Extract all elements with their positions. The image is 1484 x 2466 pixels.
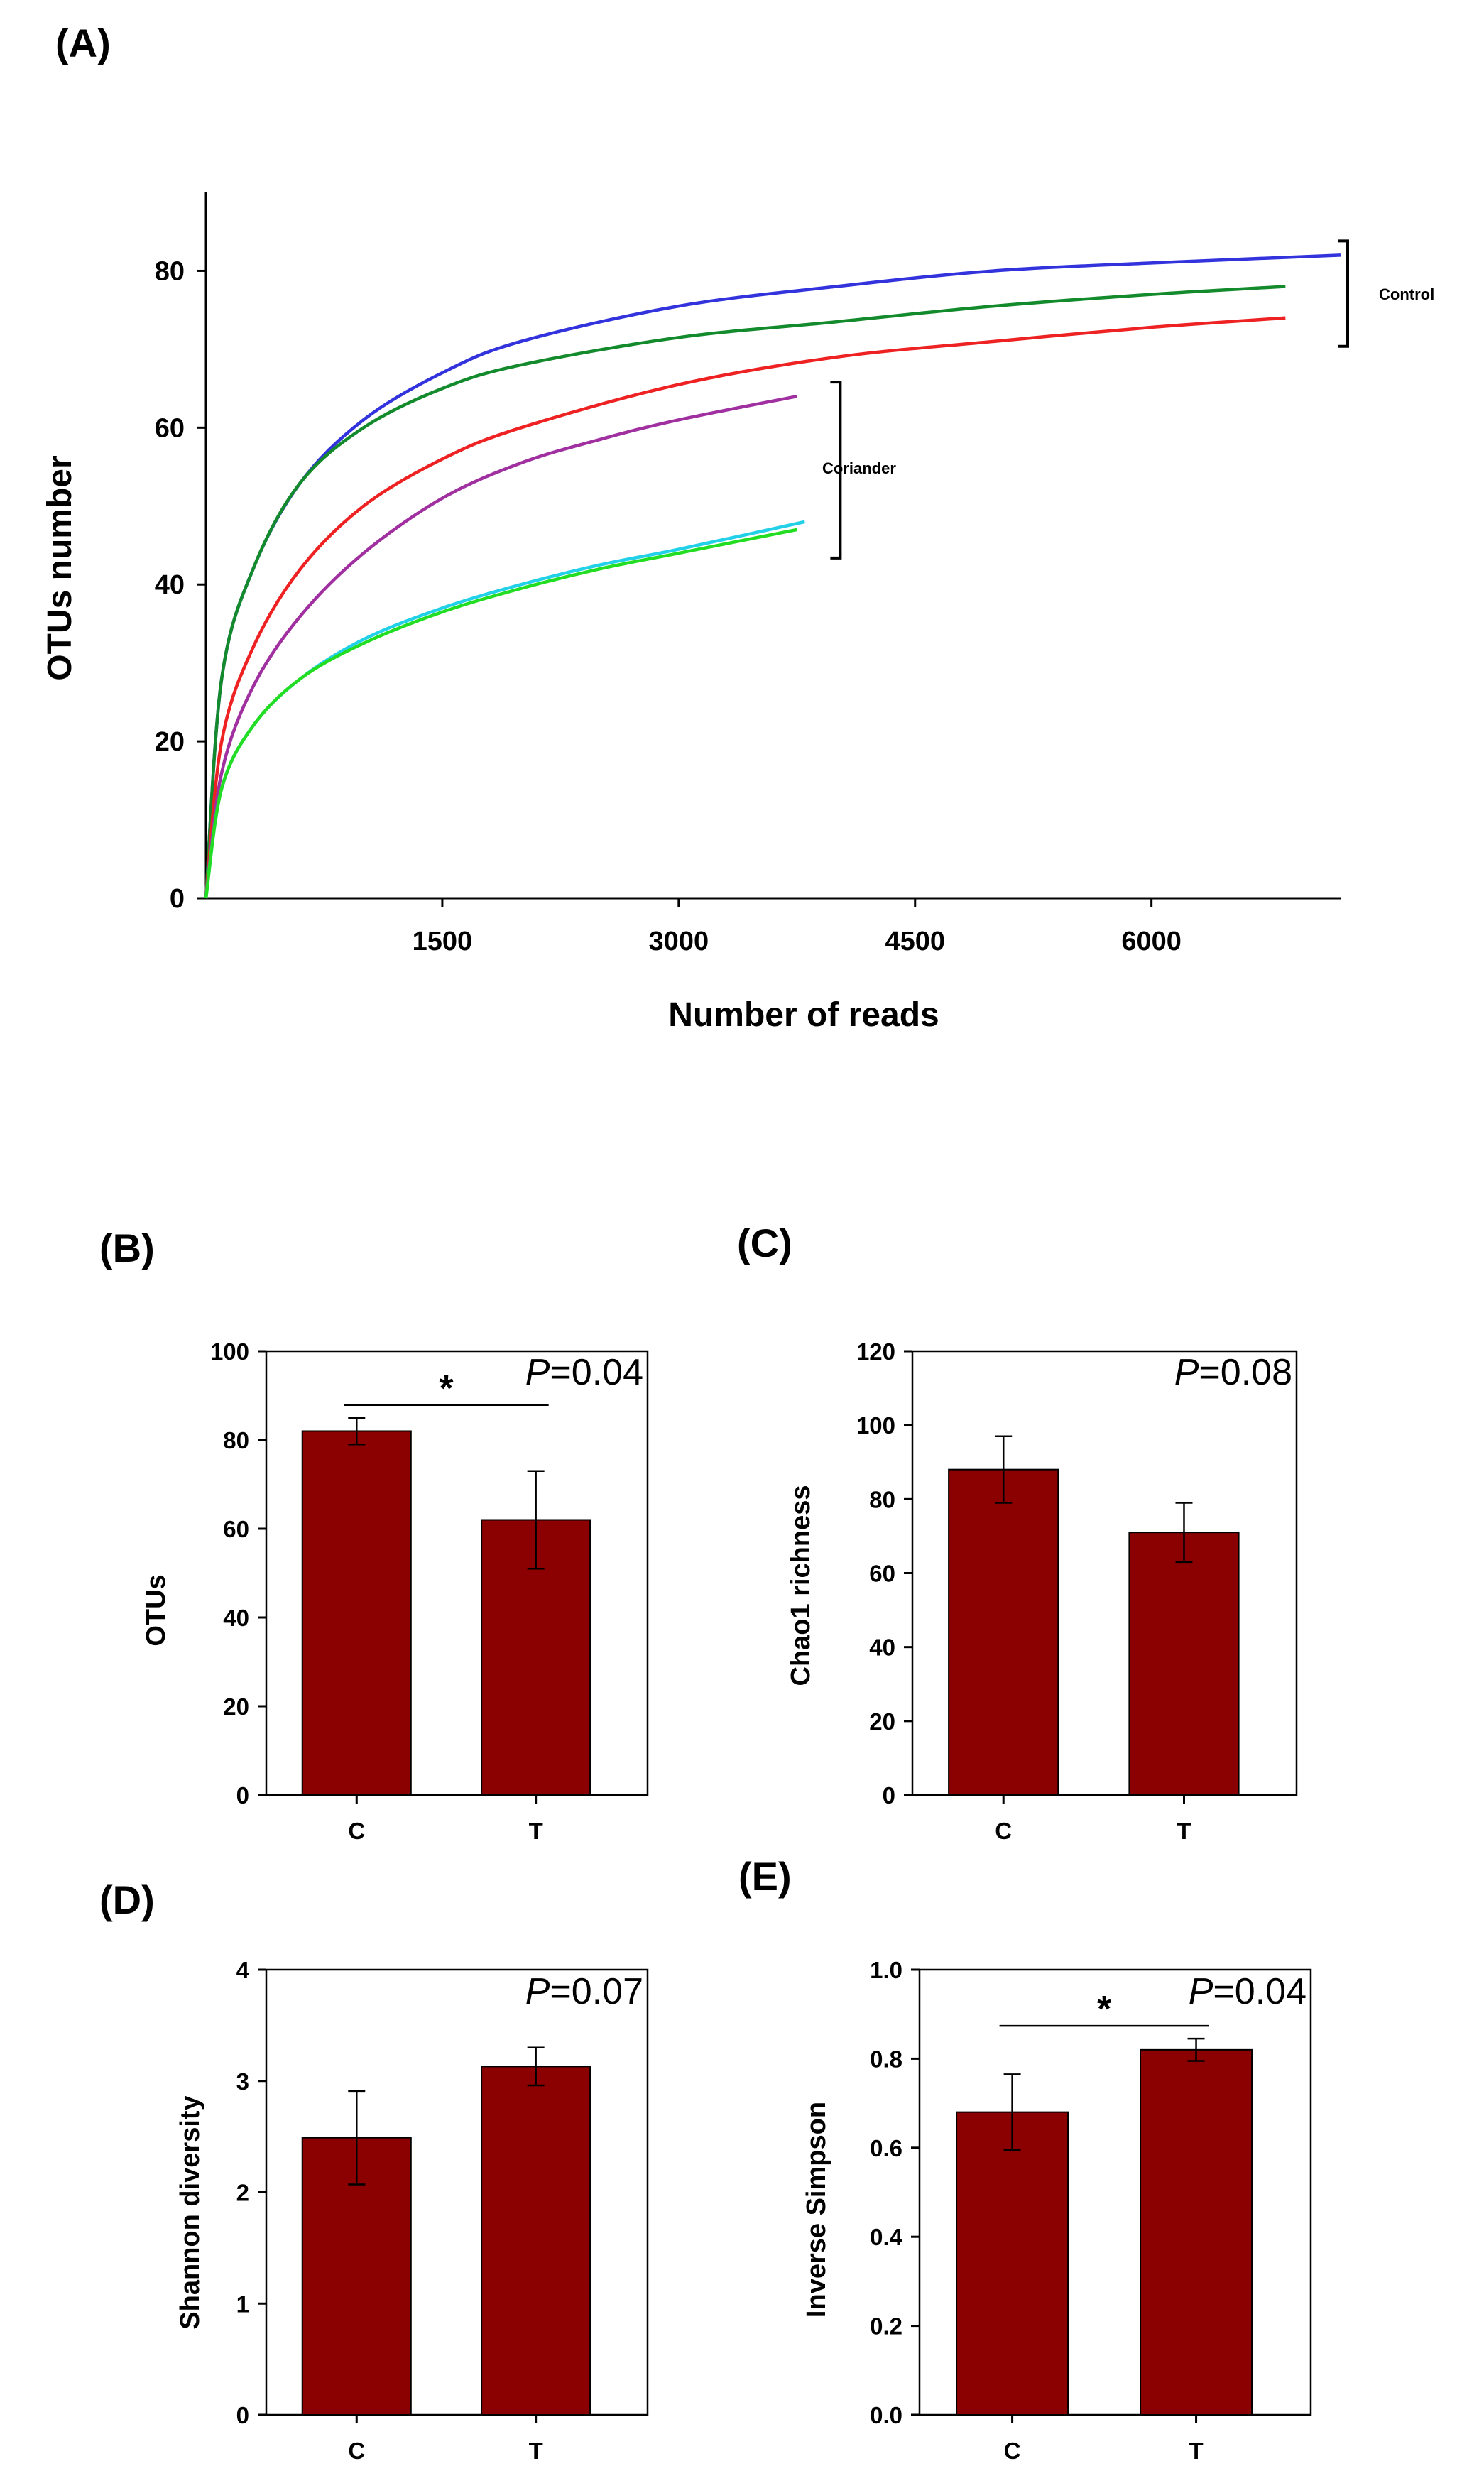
panel-b-y-tick-label: 100 (210, 1338, 249, 1365)
panel-a-x-tick-label: 3000 (649, 927, 709, 956)
panel-a-y-tick-label: 40 (155, 570, 185, 600)
panel-b-plot-frame (265, 1350, 649, 1796)
panel-c-chao1-chart: (C) Chao1 richness P=0.08 0 20 40 60 80 100 12… (737, 1221, 1298, 1844)
rarefaction-curve-5 (204, 520, 805, 899)
panel-b-p-value: P=0.04 (525, 1352, 643, 1393)
panel-c-x-tick-label: T (1177, 1818, 1191, 1844)
panel-b-y-axis-title: OTUs (141, 1574, 171, 1646)
rarefaction-curve-1 (204, 253, 1341, 899)
panel-a-x-tick-label: 4500 (885, 927, 945, 956)
panel-d-shannon-chart: (D) Shannon diversity P=0.07 0 1 2 3 4 C T (99, 1877, 649, 2464)
panel-b-label: (B) (99, 1226, 155, 1270)
panel-c-y-tick-label: 60 (869, 1561, 895, 1587)
panel-a-y-tick-label: 20 (155, 727, 185, 757)
panel-e-plot-frame (918, 1968, 1312, 2416)
panel-c-y-tick-label: 80 (869, 1486, 895, 1512)
panel-b-y-tick-label: 60 (223, 1516, 249, 1542)
bracket-label-control: Control (1379, 285, 1434, 303)
panel-d-x-tick-label: T (529, 2438, 543, 2464)
panel-e-y-tick-label: 0.0 (870, 2402, 902, 2428)
panel-d-label: (D) (99, 1877, 155, 1922)
panel-c-label: (C) (737, 1221, 792, 1265)
panel-e-bar-c (956, 2111, 1069, 2416)
panel-d-y-axis-title: Shannon diversity (175, 2095, 205, 2329)
panel-e-y-tick-label: 0.8 (870, 2046, 902, 2072)
panel-e-y-tick-label: 0.4 (870, 2224, 903, 2250)
panel-c-bar-t (1128, 1532, 1240, 1796)
panel-d-y-tick-label: 4 (236, 1957, 250, 1983)
panel-b-y-tick-label: 80 (223, 1427, 249, 1453)
rarefaction-curve-4 (204, 394, 797, 899)
panel-e-y-tick-label: 1.0 (870, 1957, 902, 1983)
panel-c-bar-c (948, 1468, 1059, 1796)
rarefaction-curve-2 (204, 285, 1286, 899)
panel-a-y-tick-label: 60 (155, 413, 185, 443)
panel-c-y-tick-label: 120 (856, 1338, 895, 1365)
panel-b-otus-chart: (B) OTUs P=0.04 0 20 40 60 80 100 C T * (99, 1226, 649, 1844)
panel-d-bar-t (481, 2066, 591, 2416)
panel-e-x-tick-label: T (1189, 2438, 1203, 2464)
panel-a-x-tick-label: 6000 (1121, 927, 1182, 956)
panel-a-y-axis-title: OTUs number (41, 455, 79, 680)
panel-d-y-tick-label: 2 (236, 2180, 249, 2206)
panel-c-y-tick-label: 0 (883, 1782, 895, 1808)
panel-a-y-tick-label: 0 (170, 884, 185, 914)
panel-d-y-tick-label: 1 (236, 2291, 249, 2317)
panel-c-y-tick-label: 40 (869, 1635, 895, 1661)
panel-e-label: (E) (738, 1854, 792, 1899)
panel-c-x-tick-label: C (995, 1818, 1012, 1844)
panel-a-rarefaction-chart: (A) Number of reads OTUs number Control … (41, 21, 1434, 1034)
panel-d-p-value: P=0.07 (525, 1971, 643, 2012)
panel-d-y-tick-label: 0 (236, 2402, 249, 2428)
panel-a-x-axis-title: Number of reads (668, 996, 939, 1034)
panel-c-p-value: P=0.08 (1174, 1352, 1292, 1393)
panel-e-y-axis-title: Inverse Simpson (802, 2102, 831, 2318)
panel-a-x-tick-label: 1500 (413, 927, 473, 956)
panel-c-y-tick-label: 20 (869, 1708, 895, 1735)
panel-d-y-tick-label: 3 (236, 2068, 249, 2095)
panel-b-y-tick-label: 0 (236, 1782, 249, 1808)
rarefaction-curve-6 (204, 528, 797, 899)
panel-e-y-tick-label: 0.2 (870, 2313, 902, 2340)
panel-b-bar-c (301, 1430, 412, 1796)
panel-b-x-tick-label: C (348, 1818, 365, 1844)
panel-e-y-tick-label: 0.6 (870, 2135, 902, 2161)
panel-d-x-tick-label: C (348, 2438, 365, 2464)
panel-e-significance-star: * (1097, 1989, 1112, 2030)
rarefaction-curve-3 (204, 316, 1286, 899)
panel-e-p-value: P=0.04 (1189, 1971, 1306, 2012)
panel-e-bar-t (1140, 2048, 1253, 2416)
bracket-coriander (830, 381, 842, 560)
panel-e-inverse-simpson-chart: (E) Inverse Simpson P=0.04 0.0 0.2 0.4 0.6 0… (738, 1854, 1312, 2464)
panel-e-x-tick-label: C (1004, 2438, 1021, 2464)
panel-c-y-tick-label: 100 (856, 1412, 895, 1439)
panel-a-label: (A) (55, 21, 111, 65)
bracket-control (1338, 239, 1349, 348)
panel-b-y-tick-label: 20 (223, 1693, 249, 1720)
bracket-label-coriander: Coriander (822, 459, 896, 477)
panel-b-y-tick-label: 40 (223, 1605, 249, 1631)
panel-b-x-tick-label: T (529, 1818, 543, 1844)
panel-c-y-axis-title: Chao1 richness (786, 1485, 816, 1686)
panel-b-significance-star: * (439, 1368, 454, 1409)
panel-a-y-tick-label: 80 (155, 256, 185, 286)
